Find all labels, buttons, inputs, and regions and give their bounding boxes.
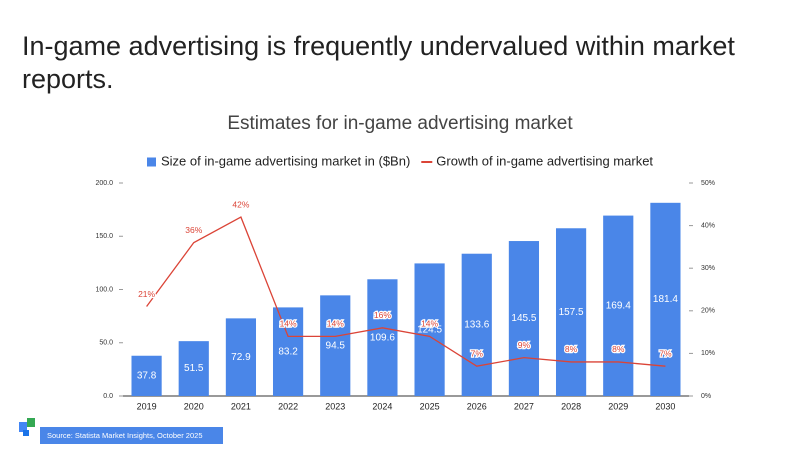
y2-tick-label: 40% bbox=[701, 222, 715, 229]
y2-tick-label: 30% bbox=[701, 265, 715, 272]
line-value-label: 14% bbox=[421, 319, 438, 329]
y2-tick-label: 0% bbox=[701, 393, 711, 400]
bar-value-label: 37.8 bbox=[137, 371, 157, 382]
y-tick-label: 0.0 bbox=[103, 393, 113, 400]
x-tick-label: 2024 bbox=[372, 401, 392, 411]
slide-heading: In-game advertising is frequently underv… bbox=[22, 31, 735, 94]
bar bbox=[367, 279, 398, 396]
bar-value-label: 157.5 bbox=[559, 307, 584, 318]
x-tick-label: 2021 bbox=[231, 401, 251, 411]
y-tick-label: 200.0 bbox=[95, 180, 113, 187]
bar bbox=[131, 355, 162, 396]
bar-value-label: 51.5 bbox=[184, 363, 204, 374]
line-value-label: 14% bbox=[280, 319, 297, 329]
source-box bbox=[40, 427, 223, 444]
x-tick-label: 2020 bbox=[184, 401, 204, 411]
x-tick-label: 2028 bbox=[561, 401, 581, 411]
logo-icon bbox=[19, 418, 35, 436]
y2-tick-label: 10% bbox=[701, 350, 715, 357]
growth-line bbox=[146, 216, 666, 367]
y2-tick-label: 20% bbox=[701, 308, 715, 315]
bar-value-label: 83.2 bbox=[278, 346, 298, 357]
bar bbox=[178, 341, 209, 396]
bar bbox=[414, 263, 445, 396]
x-tick-label: 2026 bbox=[467, 401, 487, 411]
bar bbox=[555, 228, 587, 396]
line-value-label: 7% bbox=[471, 348, 484, 358]
line-value-label: 7% bbox=[659, 348, 672, 358]
y-tick-label: 150.0 bbox=[95, 233, 113, 240]
bar-value-label: 169.4 bbox=[606, 300, 631, 311]
chart-title: Estimates for in-game advertising market bbox=[227, 113, 573, 134]
x-tick-label: 2023 bbox=[325, 401, 345, 411]
bar bbox=[508, 241, 540, 396]
line-value-label: 8% bbox=[612, 344, 625, 354]
x-tick-label: 2027 bbox=[514, 401, 534, 411]
line-value-label: 8% bbox=[565, 344, 578, 354]
y-tick-label: 100.0 bbox=[95, 286, 113, 293]
bar-value-label: 145.5 bbox=[511, 313, 536, 324]
line-value-label: 9% bbox=[518, 340, 531, 350]
x-tick-label: 2030 bbox=[655, 401, 675, 411]
source-text: Source: Statista Market Insights, Octobe… bbox=[47, 431, 203, 440]
bar-value-label: 109.6 bbox=[370, 332, 395, 343]
bar-value-label: 181.4 bbox=[653, 294, 678, 305]
legend-label: Growth of in-game advertising market bbox=[436, 153, 653, 168]
y2-tick-label: 50% bbox=[701, 180, 715, 187]
line-value-label: 14% bbox=[327, 319, 344, 329]
bar bbox=[603, 215, 634, 396]
line-value-label: 36% bbox=[185, 225, 202, 235]
x-tick-label: 2029 bbox=[608, 401, 628, 411]
bar bbox=[272, 307, 304, 396]
line-value-label: 42% bbox=[232, 199, 249, 209]
x-tick-label: 2022 bbox=[278, 401, 298, 411]
y-tick-label: 50.0 bbox=[99, 340, 113, 347]
x-tick-label: 2019 bbox=[137, 401, 157, 411]
legend-swatch bbox=[147, 157, 156, 167]
bar-value-label: 72.9 bbox=[231, 352, 251, 363]
bar-value-label: 133.6 bbox=[464, 319, 489, 330]
line-value-label: 16% bbox=[374, 310, 391, 320]
bar bbox=[650, 202, 681, 396]
bar-value-label: 124.5 bbox=[417, 324, 442, 335]
bar-value-label: 94.5 bbox=[326, 340, 346, 351]
x-tick-label: 2025 bbox=[420, 401, 440, 411]
legend-label: Size of in-game advertising market in ($… bbox=[161, 153, 410, 168]
bar bbox=[225, 318, 257, 396]
bar bbox=[320, 295, 351, 396]
line-value-label: 21% bbox=[138, 289, 155, 299]
bar bbox=[461, 253, 492, 396]
